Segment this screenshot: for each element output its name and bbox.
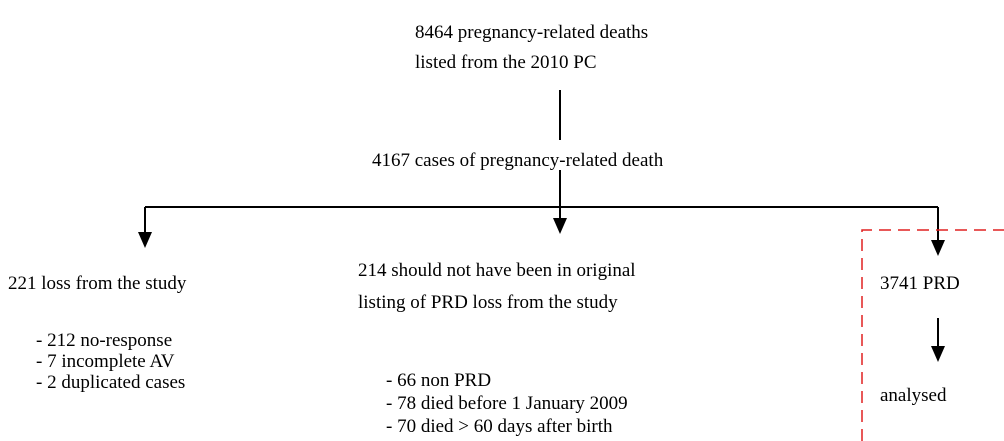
list-item: - 70 died > 60 days after birth <box>386 416 613 437</box>
node-text: 4167 cases of pregnancy-related death <box>372 150 664 171</box>
arrow-head <box>138 232 152 248</box>
list-item: - 2 duplicated cases <box>36 372 185 393</box>
arrow-head <box>931 346 945 362</box>
list-item: - 7 incomplete AV <box>36 351 175 372</box>
node-text: listing of PRD loss from the study <box>358 292 618 313</box>
node-text: analysed <box>880 385 947 406</box>
node-text: 214 should not have been in original <box>358 260 636 281</box>
connectors <box>138 90 945 362</box>
node-text: listed from the 2010 PC <box>415 52 597 73</box>
list-item: - 66 non PRD <box>386 370 491 391</box>
node-text: 221 loss from the study <box>8 273 187 294</box>
node-text: 3741 PRD <box>880 273 960 294</box>
arrow-head <box>553 218 567 234</box>
arrow-head <box>931 240 945 256</box>
highlight-box <box>861 229 1004 441</box>
list-item: - 78 died before 1 January 2009 <box>386 393 628 414</box>
list-item: - 212 no-response <box>36 330 172 351</box>
node-text: 8464 pregnancy-related deaths <box>415 22 648 43</box>
